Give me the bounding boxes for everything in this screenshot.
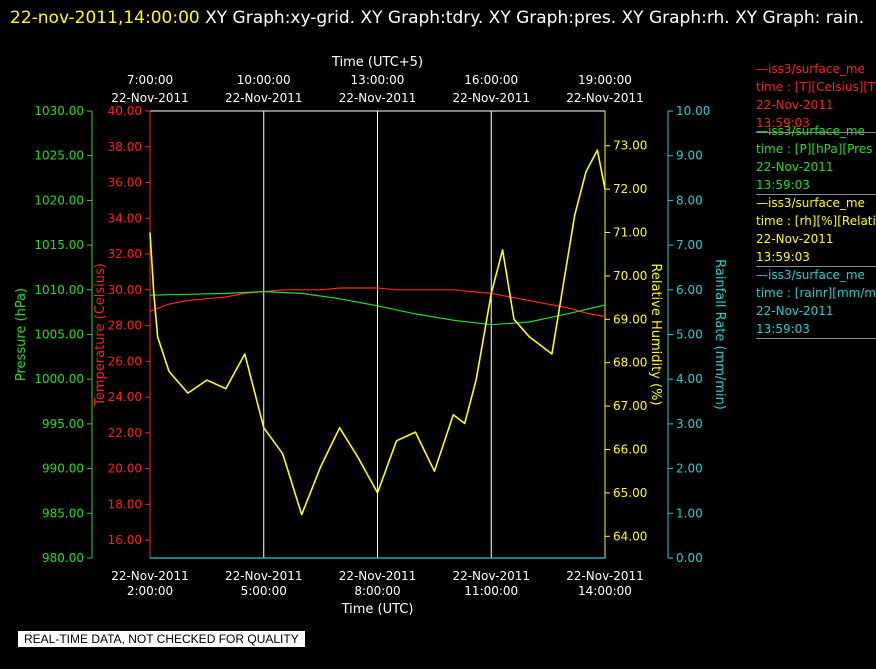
top-tick-time: 19:00:00	[578, 73, 632, 87]
temperature-tick-label: 36.00	[108, 176, 142, 190]
legend-line-3: 22-Nov-2011	[756, 232, 834, 246]
legend-line-3: 22-Nov-2011	[756, 160, 834, 174]
temperature-tick-label: 38.00	[108, 140, 142, 154]
pressure-tick-label: 980.00	[42, 551, 84, 565]
bottom-tick-date: 22-Nov-2011	[452, 569, 530, 583]
legend-pressure: —iss3/surface_me time : [P][hPa][Pres 22…	[756, 122, 876, 195]
legend-line-4: 13:59:03	[756, 116, 810, 130]
rain-tick-label: 3.00	[676, 417, 703, 431]
top-tick-time: 16:00:00	[464, 73, 518, 87]
top-tick-date: 22-Nov-2011	[452, 91, 530, 105]
humidity-tick-label: 68.00	[613, 356, 647, 370]
temperature-tick-label: 16.00	[108, 533, 142, 547]
legend-line-2: time : [rainr][mm/mi	[756, 286, 876, 300]
pressure-tick-label: 995.00	[42, 417, 84, 431]
temperature-tick-label: 18.00	[108, 497, 142, 511]
x-axis-label-top: Time (UTC+5)	[331, 55, 423, 70]
graph-header: 22-nov-2011,14:00:00 XY Graph:xy-grid. X…	[10, 2, 870, 34]
humidity-tick-label: 66.00	[613, 443, 647, 457]
legend-line-4: 13:59:03	[756, 178, 810, 192]
temperature-tick-label: 22.00	[108, 426, 142, 440]
rain-tick-label: 6.00	[676, 283, 703, 297]
pressure-tick-label: 1010.00	[34, 283, 84, 297]
temperature-series-line	[149, 287, 606, 318]
legend-line-4: 13:59:03	[756, 322, 810, 336]
legend-line-2: time : [T][Celsius][T	[756, 80, 876, 94]
bottom-tick-time: 11:00:00	[464, 584, 518, 598]
pressure-axis-label: Pressure (hPa)	[14, 288, 29, 381]
top-tick-time: 13:00:00	[351, 73, 405, 87]
humidity-axis-label: Relative Humidity (%)	[648, 263, 663, 405]
temperature-tick-label: 30.00	[108, 283, 142, 297]
bottom-tick-date: 22-Nov-2011	[339, 569, 417, 583]
pressure-tick-label: 1005.00	[34, 328, 84, 342]
temperature-axis-label: Temperature (Celsius)	[93, 263, 108, 407]
humidity-series-line	[149, 149, 606, 516]
legend-line-3: 22-Nov-2011	[756, 304, 834, 318]
top-tick-date: 22-Nov-2011	[566, 91, 644, 105]
rain-tick-label: 7.00	[676, 238, 703, 252]
legend-line-4: 13:59:03	[756, 250, 810, 264]
rain-tick-label: 10.00	[676, 104, 710, 118]
top-tick-date: 22-Nov-2011	[339, 91, 417, 105]
bottom-tick-date: 22-Nov-2011	[566, 569, 644, 583]
humidity-tick-label: 71.00	[613, 226, 647, 240]
legend-line-1: —iss3/surface_me	[756, 196, 865, 210]
pressure-tick-label: 1030.00	[34, 104, 84, 118]
humidity-tick-label: 69.00	[613, 312, 647, 326]
header-timestamp: 22-nov-2011,14:00:00	[10, 8, 200, 28]
rain-axis-label: Rainfall Rate (mm/min)	[712, 259, 727, 410]
quality-disclaimer: REAL-TIME DATA, NOT CHECKED FOR QUALITY	[18, 631, 305, 647]
pressure-tick-label: 990.00	[42, 462, 84, 476]
legend-line-2: time : [rh][%][Relati	[756, 214, 876, 228]
pressure-series-line	[149, 291, 606, 326]
rain-tick-label: 9.00	[676, 149, 703, 163]
pressure-tick-label: 985.00	[42, 506, 84, 520]
temperature-tick-label: 26.00	[108, 354, 142, 368]
top-tick-time: 10:00:00	[237, 73, 291, 87]
humidity-tick-label: 70.00	[613, 269, 647, 283]
legend-line-2: time : [P][hPa][Pres	[756, 142, 873, 156]
bottom-tick-time: 14:00:00	[578, 584, 632, 598]
rain-tick-label: 0.00	[676, 551, 703, 565]
legend-temperature: —iss3/surface_me time : [T][Celsius][T 2…	[756, 60, 876, 133]
humidity-tick-label: 64.00	[613, 529, 647, 543]
legend-line-1: —iss3/surface_me	[756, 124, 865, 138]
pressure-tick-label: 1020.00	[34, 193, 84, 207]
humidity-tick-label: 67.00	[613, 399, 647, 413]
top-tick-date: 22-Nov-2011	[111, 91, 189, 105]
top-tick-date: 22-Nov-2011	[225, 91, 303, 105]
temperature-tick-label: 20.00	[108, 462, 142, 476]
pressure-tick-label: 1000.00	[34, 372, 84, 386]
humidity-tick-label: 72.00	[613, 182, 647, 196]
temperature-tick-label: 24.00	[108, 390, 142, 404]
temperature-tick-label: 28.00	[108, 319, 142, 333]
legend-line-1: —iss3/surface_me	[756, 62, 865, 76]
x-axis-label-bottom: Time (UTC)	[341, 602, 414, 617]
legend-line-3: 22-Nov-2011	[756, 98, 834, 112]
humidity-tick-label: 65.00	[613, 486, 647, 500]
temperature-tick-label: 40.00	[108, 104, 142, 118]
legend-humidity: —iss3/surface_me time : [rh][%][Relati 2…	[756, 194, 876, 267]
bottom-tick-time: 2:00:00	[127, 584, 173, 598]
pressure-tick-label: 1015.00	[34, 238, 84, 252]
bottom-tick-date: 22-Nov-2011	[111, 569, 189, 583]
rain-tick-label: 4.00	[676, 372, 703, 386]
bottom-tick-time: 5:00:00	[241, 584, 287, 598]
rain-tick-label: 8.00	[676, 193, 703, 207]
bottom-tick-time: 8:00:00	[354, 584, 400, 598]
pressure-tick-label: 1025.00	[34, 149, 84, 163]
rain-tick-label: 2.00	[676, 462, 703, 476]
temperature-tick-label: 34.00	[108, 211, 142, 225]
header-title: XY Graph:xy-grid. XY Graph:tdry. XY Grap…	[205, 8, 865, 28]
temperature-tick-label: 32.00	[108, 247, 142, 261]
rain-tick-label: 1.00	[676, 506, 703, 520]
legend-line-1: —iss3/surface_me	[756, 268, 865, 282]
legend-rain: —iss3/surface_me time : [rainr][mm/mi 22…	[756, 266, 876, 339]
top-tick-time: 7:00:00	[127, 73, 173, 87]
bottom-tick-date: 22-Nov-2011	[225, 569, 303, 583]
humidity-tick-label: 73.00	[613, 139, 647, 153]
rain-tick-label: 5.00	[676, 328, 703, 342]
